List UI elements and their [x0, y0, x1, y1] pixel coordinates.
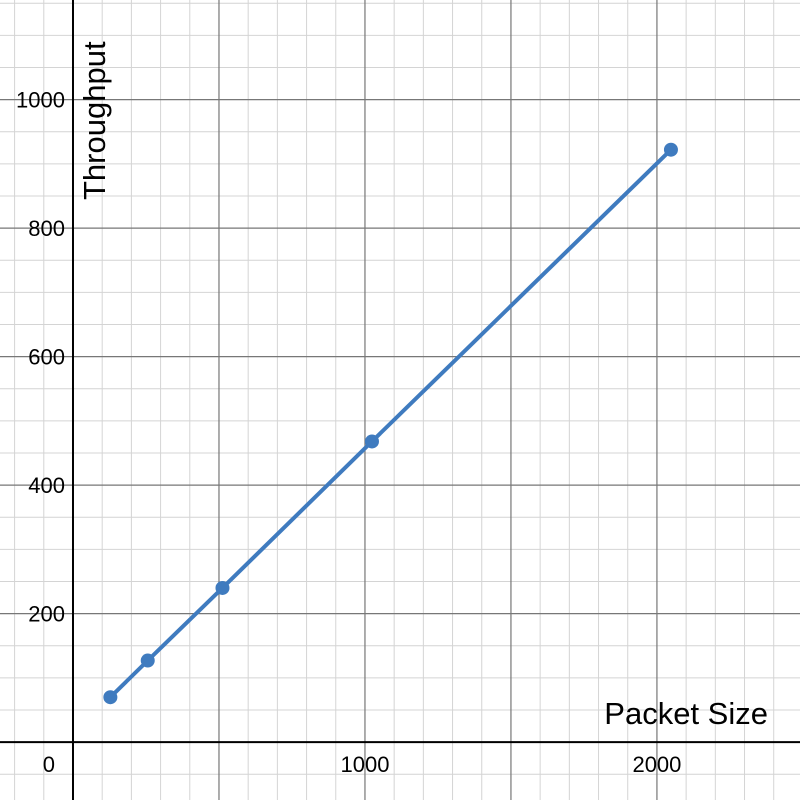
- y-tick-label: 600: [28, 345, 65, 370]
- x-tick-label: 1000: [340, 752, 389, 777]
- y-tick-label: 400: [28, 473, 65, 498]
- tick-labels: 0 1000 2000 200 400 600 800 1000: [16, 88, 681, 778]
- y-tick-label: 800: [28, 216, 65, 241]
- y-tick-label: 1000: [16, 88, 65, 113]
- x-tick-label: 2000: [632, 752, 681, 777]
- data-point: [140, 653, 155, 668]
- data-point: [215, 580, 230, 595]
- x-axis-title: Packet Size: [604, 696, 768, 731]
- y-axis-title: Throughput: [77, 41, 112, 200]
- series-line: [108, 147, 673, 700]
- data-point: [663, 142, 678, 157]
- x-tick-label: 0: [43, 752, 55, 777]
- data-point: [103, 690, 118, 705]
- data-point: [364, 434, 379, 449]
- y-tick-label: 200: [28, 602, 65, 627]
- series-layer: [103, 142, 678, 705]
